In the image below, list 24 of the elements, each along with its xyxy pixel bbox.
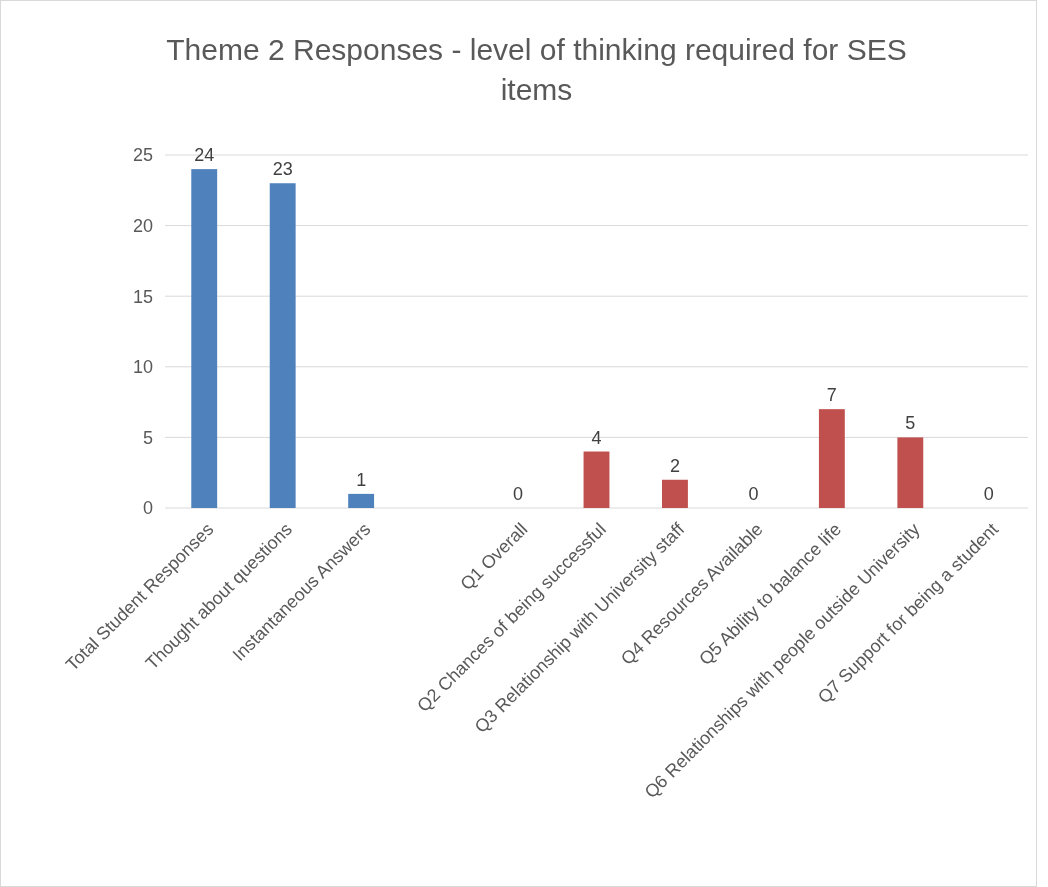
y-tick-label: 25: [132, 145, 153, 166]
bar: [583, 451, 610, 508]
data-label: 0: [513, 484, 524, 504]
y-tick-label: 20: [132, 215, 153, 236]
bar: [191, 169, 218, 508]
data-label: 24: [194, 145, 215, 166]
data-label: 5: [905, 413, 916, 434]
y-tick-label: 0: [142, 498, 153, 519]
data-label: 4: [591, 427, 602, 448]
bar: [348, 493, 375, 508]
y-tick-label: 5: [142, 427, 153, 448]
bar: [269, 183, 296, 508]
bar: [897, 437, 924, 508]
bar: [818, 409, 845, 508]
data-label: 23: [272, 159, 293, 180]
y-tick-label: 10: [132, 357, 153, 378]
data-label: 0: [748, 484, 759, 504]
data-label: 2: [669, 455, 680, 476]
data-label: 0: [983, 484, 994, 504]
data-label: 7: [826, 385, 837, 406]
bar: [662, 479, 688, 508]
chart-title: Theme 2 Responses - level of thinking required for SES items: [166, 33, 907, 106]
y-tick-label: 15: [132, 286, 153, 307]
data-label: 1: [356, 469, 367, 490]
